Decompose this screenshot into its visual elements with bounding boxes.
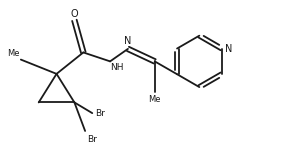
Text: NH: NH	[110, 63, 124, 72]
Text: Me: Me	[148, 95, 161, 104]
Text: N: N	[124, 36, 131, 46]
Text: Br: Br	[95, 109, 105, 118]
Text: Br: Br	[87, 134, 97, 144]
Text: Me: Me	[7, 49, 19, 58]
Text: N: N	[225, 44, 232, 53]
Text: O: O	[71, 9, 78, 19]
